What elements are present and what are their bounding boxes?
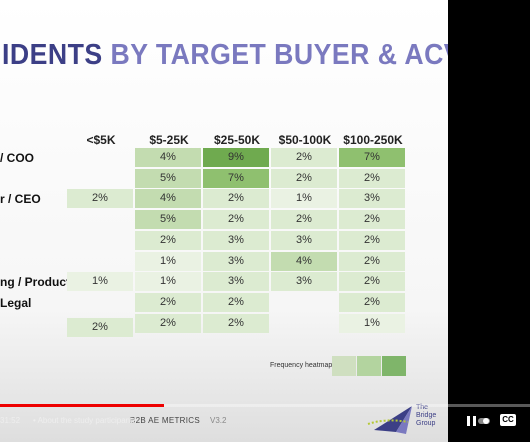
legend-label: Frequency heatmap bbox=[270, 362, 333, 369]
progress-fill bbox=[0, 404, 165, 407]
column-header-lt5k: <$5K bbox=[86, 133, 116, 147]
heatmap-cell: 2% bbox=[135, 230, 201, 250]
column-header-100-250k: $100-250K bbox=[343, 133, 403, 147]
heatmap-cell: 2% bbox=[203, 210, 269, 230]
column-header-50-100k: $50-100K bbox=[278, 133, 332, 147]
logo-text-line-1: The bbox=[416, 404, 429, 411]
heatmap-cell bbox=[67, 148, 133, 167]
row-label: ng / Product bbox=[0, 275, 70, 290]
heatmap-cell bbox=[67, 210, 133, 229]
heatmap-cell: 2% bbox=[339, 210, 405, 230]
heatmap-cell: 1% bbox=[67, 272, 133, 292]
heatmap-cell: 3% bbox=[203, 251, 269, 271]
watermark-text: B2B AE METRICS bbox=[130, 416, 200, 425]
heatmap-cell: 9% bbox=[203, 148, 269, 167]
heatmap-cell: 1% bbox=[135, 251, 201, 271]
heatmap-cell: 7% bbox=[203, 168, 269, 188]
heatmap-cell: 2% bbox=[271, 210, 337, 230]
slide: IDENTS BY TARGET BUYER & ACV <$5K $5-25K… bbox=[0, 0, 448, 442]
heatmap-cell: 1% bbox=[135, 272, 201, 292]
legend-swatch-mid bbox=[357, 356, 381, 376]
heatmap-cell: 2% bbox=[271, 148, 337, 167]
heatmap-cell: 4% bbox=[135, 189, 201, 209]
timecode: 31:52 bbox=[0, 416, 21, 425]
heatmap-cell: 3% bbox=[203, 272, 269, 292]
logo-text: The Bridge Group bbox=[416, 404, 436, 428]
captions-button[interactable]: CC bbox=[500, 414, 516, 426]
heatmap-cell: 3% bbox=[339, 189, 405, 209]
autoplay-toggle-icon[interactable] bbox=[478, 417, 490, 425]
heatmap-cell: 2% bbox=[67, 189, 133, 209]
letterbox-bar bbox=[448, 0, 530, 442]
row-label: Legal bbox=[0, 295, 32, 310]
logo-text-line-2: Bridge bbox=[416, 412, 437, 419]
legend-swatch-low bbox=[332, 356, 356, 376]
title-part-2: BY TARGET BUYER & ACV bbox=[110, 39, 448, 71]
title-part-1: IDENTS bbox=[2, 39, 103, 71]
chapter-title[interactable]: • About the study participants bbox=[33, 416, 137, 425]
heatmap-cell bbox=[67, 169, 133, 188]
heatmap-cell: 3% bbox=[271, 230, 337, 250]
heatmap-cell: 3% bbox=[271, 272, 337, 292]
heatmap-cell: 2% bbox=[135, 292, 201, 312]
heatmap-cell: 2% bbox=[339, 251, 405, 271]
row-label: r / CEO bbox=[0, 192, 41, 207]
heatmap-cell: 1% bbox=[271, 189, 337, 209]
heatmap-cell: 2% bbox=[203, 292, 269, 312]
heatmap-cell: 5% bbox=[135, 168, 201, 188]
pause-icon[interactable] bbox=[464, 415, 480, 427]
slide-title: IDENTS BY TARGET BUYER & ACV bbox=[2, 38, 448, 72]
heatmap-cell bbox=[67, 231, 133, 250]
heatmap-cell: 2% bbox=[203, 189, 269, 209]
heatmap-cell: 2% bbox=[271, 168, 337, 188]
heatmap-cell: 2% bbox=[339, 168, 405, 188]
heatmap-cell: 2% bbox=[135, 313, 201, 333]
legend-swatch-high bbox=[382, 356, 406, 376]
heatmap-cell bbox=[67, 252, 133, 271]
heatmap-cell: 2% bbox=[339, 292, 405, 312]
logo-text-line-3: Group bbox=[416, 420, 436, 427]
heatmap-cell: 2% bbox=[203, 313, 269, 333]
heatmap-cell: 5% bbox=[135, 210, 201, 230]
heatmap-cell: 2% bbox=[339, 272, 405, 292]
watermark-version: V3.2 bbox=[210, 416, 227, 425]
bridge-group-logo bbox=[367, 406, 412, 434]
heatmap-cell: 2% bbox=[67, 317, 133, 337]
heatmap-cell: 4% bbox=[135, 148, 201, 167]
heatmap-cell: 2% bbox=[339, 230, 405, 250]
heatmap-cell: 3% bbox=[203, 230, 269, 250]
heatmap-cell bbox=[271, 293, 337, 312]
heatmap-cell bbox=[67, 293, 133, 312]
column-header-5-25k: $5-25K bbox=[149, 133, 189, 147]
heatmap-cell: 7% bbox=[339, 148, 405, 167]
column-header-25-50k: $25-50K bbox=[213, 133, 261, 147]
heatmap-cell: 4% bbox=[271, 251, 337, 271]
heatmap-cell: 1% bbox=[339, 313, 405, 333]
heatmap-cell bbox=[271, 314, 337, 333]
row-label: / COO bbox=[0, 151, 35, 165]
progress-track[interactable] bbox=[0, 404, 530, 407]
